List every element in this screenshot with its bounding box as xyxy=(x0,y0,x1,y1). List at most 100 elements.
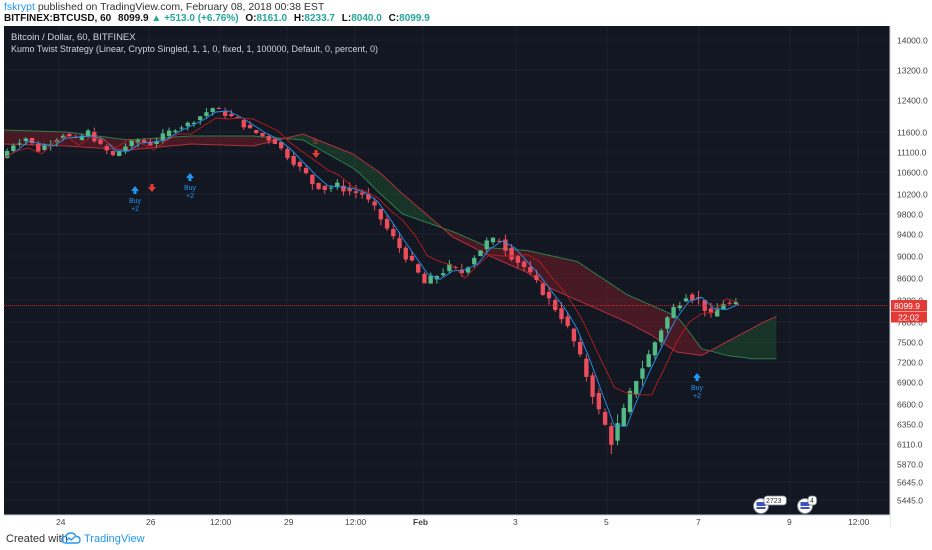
candle-body[interactable] xyxy=(559,308,564,320)
candle-body[interactable] xyxy=(721,304,726,310)
chart-area[interactable]: Bitcoin / Dollar, 60, BITFINEX Kumo Twist… xyxy=(4,26,928,527)
candle-body[interactable] xyxy=(185,122,190,126)
candle-body[interactable] xyxy=(23,138,28,141)
candle-body[interactable] xyxy=(141,140,147,143)
candle-body[interactable] xyxy=(478,250,483,256)
candle-body[interactable] xyxy=(266,136,271,141)
candle-body[interactable] xyxy=(67,134,72,137)
candle-body[interactable] xyxy=(42,145,47,150)
candle-body[interactable] xyxy=(652,342,658,356)
candle-body[interactable] xyxy=(198,116,203,120)
candle-body[interactable] xyxy=(254,130,259,134)
candle-body[interactable] xyxy=(422,273,427,284)
candle-body[interactable] xyxy=(677,305,683,309)
candle-body[interactable] xyxy=(565,316,570,326)
candle-body[interactable] xyxy=(260,133,265,137)
candle-body[interactable] xyxy=(397,238,402,249)
candle-body[interactable] xyxy=(715,309,720,317)
candle-body[interactable] xyxy=(279,142,284,149)
candle-body[interactable] xyxy=(409,256,415,261)
candle-body[interactable] xyxy=(515,256,521,263)
candle-body[interactable] xyxy=(110,151,116,156)
candle-body[interactable] xyxy=(671,307,676,318)
candle-body[interactable] xyxy=(440,273,446,276)
price-axis[interactable] xyxy=(890,26,928,527)
candle-body[interactable] xyxy=(135,140,141,143)
candle-body[interactable] xyxy=(428,275,433,284)
candle-body[interactable] xyxy=(222,111,228,116)
candle-body[interactable] xyxy=(359,192,365,195)
candle-body[interactable] xyxy=(546,291,552,299)
candle-body[interactable] xyxy=(416,264,421,273)
candle-body[interactable] xyxy=(148,142,153,146)
candle-body[interactable] xyxy=(577,342,583,355)
candle-body[interactable] xyxy=(166,130,172,136)
candle-body[interactable] xyxy=(640,368,645,379)
candle-body[interactable] xyxy=(571,328,577,342)
candle-body[interactable] xyxy=(453,267,458,268)
tradingview-brand-link[interactable]: TradingView xyxy=(84,533,145,545)
candle-body[interactable] xyxy=(79,135,85,140)
candle-body[interactable] xyxy=(472,257,477,265)
candle-body[interactable] xyxy=(235,117,240,119)
candle-body[interactable] xyxy=(160,133,166,140)
candle-body[interactable] xyxy=(708,308,714,313)
candle-body[interactable] xyxy=(117,151,122,156)
candle-body[interactable] xyxy=(465,267,471,273)
candle-body[interactable] xyxy=(310,174,315,185)
candle-body[interactable] xyxy=(459,269,464,274)
candle-body[interactable] xyxy=(353,191,359,193)
author-link[interactable]: fskrypt xyxy=(4,1,35,13)
candle-body[interactable] xyxy=(85,130,91,136)
time-axis[interactable] xyxy=(4,515,890,527)
candle-body[interactable] xyxy=(316,183,321,189)
candle-body[interactable] xyxy=(733,302,739,305)
candle-body[interactable] xyxy=(584,358,589,377)
candle-body[interactable] xyxy=(328,187,334,189)
candle-body[interactable] xyxy=(173,130,178,132)
candle-body[interactable] xyxy=(403,247,408,260)
candle-body[interactable] xyxy=(634,381,639,395)
candle-body[interactable] xyxy=(341,185,346,192)
candle-body[interactable] xyxy=(216,108,222,109)
candle-body[interactable] xyxy=(347,188,352,192)
candle-body[interactable] xyxy=(727,302,732,304)
candle-body[interactable] xyxy=(11,145,16,151)
candle-body[interactable] xyxy=(615,423,620,441)
candle-body[interactable] xyxy=(490,237,496,243)
candle-body[interactable] xyxy=(335,182,340,188)
candle-body[interactable] xyxy=(665,317,670,329)
candle-body[interactable] xyxy=(29,138,35,144)
candle-body[interactable] xyxy=(627,390,633,412)
candle-body[interactable] xyxy=(154,141,159,144)
candle-body[interactable] xyxy=(384,219,390,229)
candle-body[interactable] xyxy=(204,112,209,116)
candle-body[interactable] xyxy=(17,143,22,145)
candle-body[interactable] xyxy=(540,283,545,295)
candle-body[interactable] xyxy=(366,194,371,200)
candle-body[interactable] xyxy=(621,407,626,427)
candle-body[interactable] xyxy=(521,261,527,268)
candle-body[interactable] xyxy=(683,298,689,302)
candle-body[interactable] xyxy=(191,122,197,124)
candle-body[interactable] xyxy=(553,300,558,310)
candle-body[interactable] xyxy=(179,127,184,129)
candle-body[interactable] xyxy=(372,201,377,206)
candle-body[interactable] xyxy=(291,156,296,165)
candle-body[interactable] xyxy=(229,114,234,117)
candle-body[interactable] xyxy=(241,120,246,128)
candle-body[interactable] xyxy=(609,426,614,445)
candle-body[interactable] xyxy=(447,263,452,272)
candle-body[interactable] xyxy=(596,393,602,410)
candle-body[interactable] xyxy=(322,185,327,191)
candle-body[interactable] xyxy=(60,135,66,138)
candle-body[interactable] xyxy=(285,149,290,159)
candle-body[interactable] xyxy=(247,125,253,129)
candle-body[interactable] xyxy=(484,240,489,250)
candle-body[interactable] xyxy=(503,239,508,251)
candle-body[interactable] xyxy=(98,139,103,144)
candle-body[interactable] xyxy=(646,354,651,367)
candle-body[interactable] xyxy=(391,229,396,237)
candle-body[interactable] xyxy=(658,330,664,342)
candle-body[interactable] xyxy=(36,144,41,152)
